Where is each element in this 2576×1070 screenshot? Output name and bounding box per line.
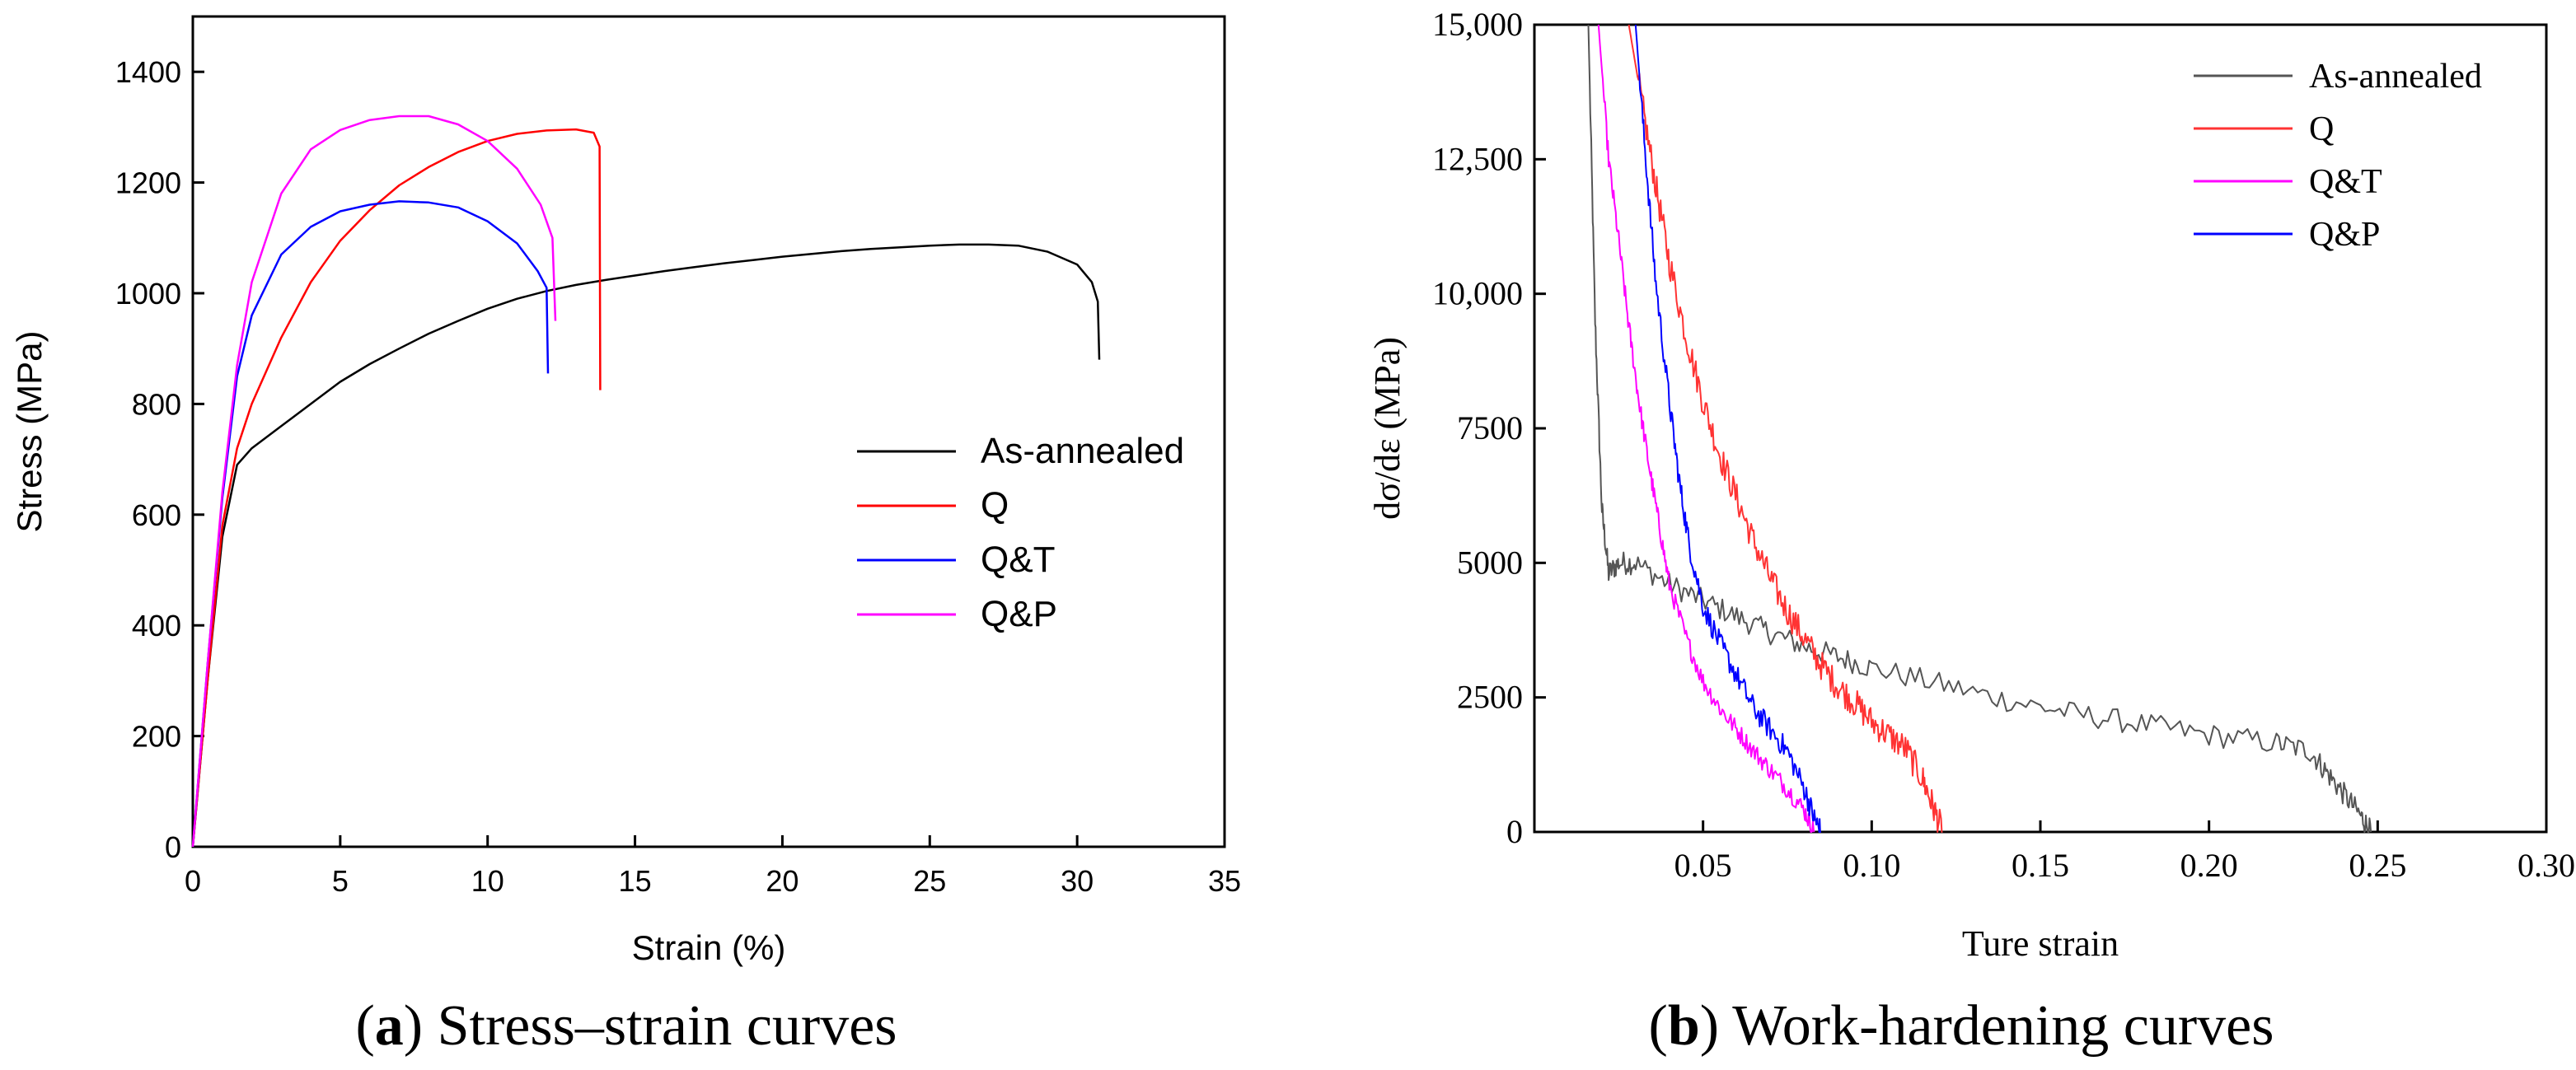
y-tick-label: 7500 [1457, 409, 1523, 446]
panel-b-y-axis-label: dσ/dε (MPa) [1367, 337, 1407, 520]
x-tick-label: 30 [1061, 864, 1094, 898]
y-tick-label: 15,000 [1432, 6, 1523, 43]
x-tick-label: 0.25 [2349, 847, 2406, 884]
series-line-q [191, 128, 602, 848]
panel-a-stress-strain: 0 5 10 15 20 25 30 35 0 200 400 600 800 1000 1200 1400… [10, 15, 1241, 967]
panel-a-series [191, 114, 1101, 848]
legend-label: Q [981, 485, 1009, 526]
panel-a-plot-frame [191, 15, 1226, 848]
legend-label: Q&T [2309, 163, 2382, 201]
panel-a-caption: (a) Stress–strain curves [355, 994, 897, 1058]
x-tick-label: 0.05 [1674, 847, 1732, 884]
series-line-q-t [1597, 24, 1815, 833]
panel-a-caption-text: Stress–strain curves [423, 994, 897, 1058]
x-tick-label: 0.30 [2517, 847, 2575, 884]
panel-b-work-hardening: 0.05 0.10 0.15 0.20 0.25 0.30 0 2500 5000 7500 10… [1367, 6, 2575, 964]
y-tick-label: 0 [165, 830, 181, 864]
series-line-q [1628, 24, 1943, 833]
series-line-as-annealed [1587, 24, 2372, 833]
series-line-q-p [191, 114, 557, 848]
y-tick-label: 1200 [115, 166, 181, 200]
x-tick-label: 0 [185, 864, 201, 898]
y-tick-label: 5000 [1457, 544, 1523, 581]
x-tick-label: 15 [619, 864, 652, 898]
panel-a-x-ticks: 0 5 10 15 20 25 30 35 [185, 835, 1241, 898]
y-tick-label: 600 [132, 498, 181, 532]
y-tick-label: 12,500 [1432, 140, 1523, 177]
panel-a-caption-label: a [375, 994, 404, 1058]
y-tick-label: 1400 [115, 55, 181, 89]
legend-label: Q [2309, 110, 2334, 148]
x-tick-label: 5 [332, 864, 349, 898]
panel-b-x-ticks: 0.05 0.10 0.15 0.20 0.25 0.30 [1674, 820, 2575, 884]
x-tick-label: 0.15 [2012, 847, 2069, 884]
panel-b-plot-frame [1533, 23, 2548, 834]
y-tick-label: 2500 [1457, 679, 1523, 716]
y-tick-label: 400 [132, 609, 181, 642]
series-line-q-p [1634, 24, 1822, 833]
y-tick-label: 1000 [115, 277, 181, 311]
panel-a-y-ticks: 0 200 400 600 800 1000 1200 1400 [115, 55, 204, 864]
legend-label: As-annealed [981, 431, 1184, 471]
panel-a-y-axis-label: Stress (MPa) [10, 330, 49, 532]
series-line-q-t [191, 200, 550, 848]
y-tick-label: 0 [1506, 813, 1523, 850]
panel-b-caption-label: b [1668, 994, 1700, 1058]
legend-label: Q&P [2309, 216, 2380, 254]
y-tick-label: 200 [132, 720, 181, 754]
x-tick-label: 35 [1208, 864, 1241, 898]
panel-b-caption-text: Work-hardening curves [1719, 994, 2274, 1058]
x-tick-label: 0.10 [1843, 847, 1900, 884]
x-tick-label: 20 [766, 864, 799, 898]
y-tick-label: 10,000 [1432, 275, 1523, 312]
legend-label: Q&P [981, 594, 1057, 634]
x-tick-label: 25 [913, 864, 946, 898]
panel-a-x-axis-label: Strain (%) [632, 928, 786, 967]
y-tick-label: 800 [132, 387, 181, 421]
panel-a-legend: As-annealed Q Q&T Q&P [857, 431, 1184, 634]
legend-label: Q&T [981, 540, 1055, 580]
x-tick-label: 0.20 [2180, 847, 2238, 884]
panel-b-caption: (b) Work-hardening curves [1649, 994, 2274, 1058]
series-line-as-annealed [191, 243, 1101, 848]
legend-label: As-annealed [2309, 58, 2482, 96]
panel-b-series [1587, 24, 2372, 833]
panel-b-y-ticks: 0 2500 5000 7500 10,000 12,500 15,000 [1432, 6, 1546, 850]
x-tick-label: 10 [471, 864, 504, 898]
panel-b-legend: As-annealed Q Q&T Q&P [2194, 58, 2482, 254]
panel-b-x-axis-label: Ture strain [1962, 923, 2119, 964]
